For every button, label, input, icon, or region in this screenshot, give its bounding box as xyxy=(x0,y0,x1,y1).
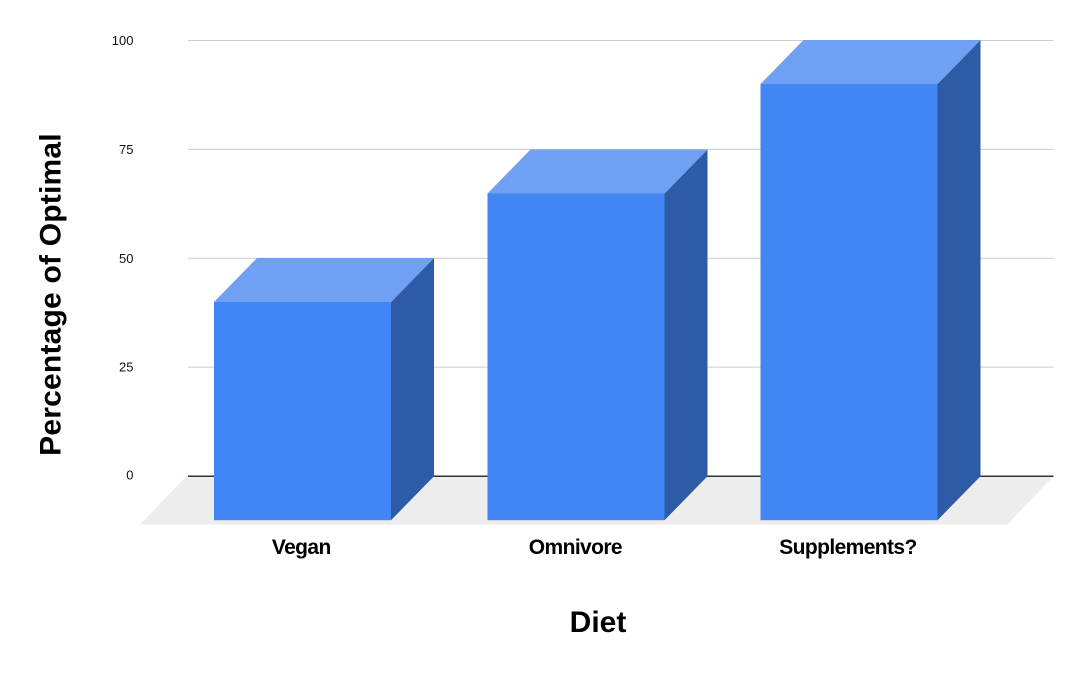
svg-text:Diet: Diet xyxy=(570,606,627,639)
svg-text:0: 0 xyxy=(126,468,133,483)
svg-text:Vegan: Vegan xyxy=(272,536,331,559)
svg-text:Supplements?: Supplements? xyxy=(779,536,916,559)
svg-text:25: 25 xyxy=(119,360,133,375)
svg-text:100: 100 xyxy=(112,33,134,48)
svg-text:Percentage of Optimal: Percentage of Optimal xyxy=(35,133,68,456)
svg-text:Omnivore: Omnivore xyxy=(529,536,622,559)
svg-text:50: 50 xyxy=(119,251,133,266)
svg-text:75: 75 xyxy=(119,142,133,157)
